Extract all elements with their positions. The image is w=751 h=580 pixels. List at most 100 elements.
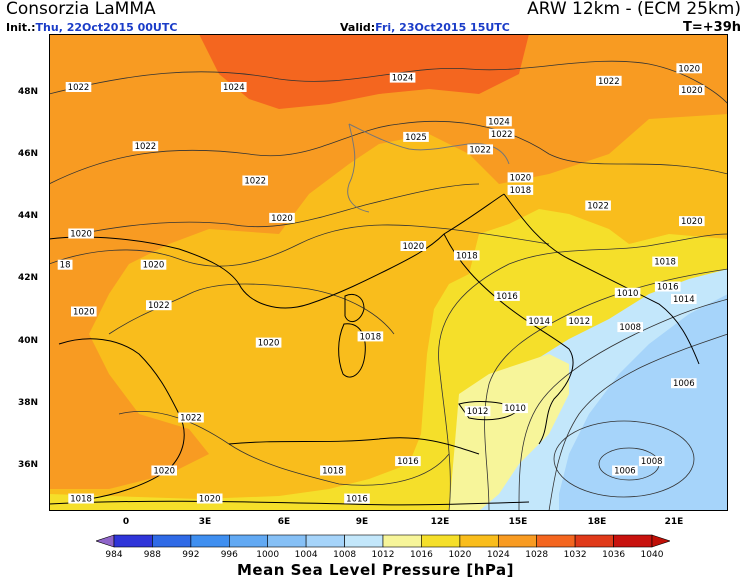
isobar-label-bg [671, 294, 697, 304]
isobar-label-text: 1008 [641, 457, 663, 467]
isobar-label-bg [146, 300, 172, 311]
isobar-label: 1022 [178, 412, 204, 424]
colorbar-swatch [421, 534, 461, 548]
isobar-label-text: 1012 [467, 407, 489, 417]
isobar-label-bg [486, 116, 512, 127]
isobar-label-text: 1006 [673, 379, 695, 389]
isobar-label-bg [617, 322, 643, 333]
isobar-label-bg [132, 141, 159, 152]
pressure-map: 1022 1024 1024 1022 1020 1020 1022 1022 1025 1024… [49, 34, 728, 511]
isobar-label-bg [57, 259, 73, 270]
isobar-label: 1010 [502, 403, 528, 414]
lat-label: 46N [18, 149, 39, 159]
isobar-label: 1020 [679, 216, 705, 227]
colorbar-level-label: 1012 [372, 550, 395, 560]
isobar-label-text: 1020 [678, 64, 700, 74]
isobar-label-bg [65, 82, 92, 92]
isobar-label-text: 1022 [68, 83, 90, 93]
colorbar-level-label: 984 [105, 550, 122, 560]
isobar-label-bg [676, 63, 702, 74]
isobar-label-text: 1016 [397, 457, 419, 467]
isobar-label-bg [400, 241, 427, 251]
forecast-hour: T=+39h [683, 20, 741, 35]
colorbar-swatch [229, 534, 269, 548]
isobar-label-text: 1010 [504, 404, 526, 414]
colorbar-level-label: 992 [182, 550, 199, 560]
colorbar-level-label: 1028 [525, 550, 548, 560]
isobar-label-text: 1018 [360, 332, 382, 342]
colorbar-level-label: 1000 [256, 550, 279, 560]
colorbar-labels: 984 988 992 996 1000 1004 1008 1012 1016 1020 1024… [105, 550, 663, 560]
isobars [49, 60, 728, 511]
isobar-label-bg [526, 315, 552, 326]
isobar-label-bg [596, 75, 622, 86]
isobar-label-bg [614, 287, 641, 298]
field-1024 [199, 34, 529, 109]
lon-label: 6E [277, 517, 291, 527]
colorbar-swatch [613, 534, 653, 548]
isobar-label-bg [269, 212, 295, 223]
isobar-label-bg [196, 493, 223, 504]
colorbar-level-label: 1024 [487, 550, 510, 560]
isobar-label-text: 1022 [587, 202, 609, 212]
isobar-label-bg [151, 465, 177, 476]
isobar-label-text: 1020 [271, 214, 293, 224]
isobar-label-text: 1016 [346, 495, 368, 505]
borders [347, 123, 510, 213]
isobar-label: 1010 [614, 287, 641, 299]
valid-value: Fri, 23Oct2015 15UTC [375, 21, 510, 34]
isobar-label: 1020 [151, 465, 177, 477]
isobar-label-bg [638, 456, 665, 467]
isobar-label-bg [507, 184, 534, 195]
lon-label: 9E [355, 517, 369, 527]
isobar-label-bg [71, 306, 97, 317]
isobar-label-text: 1022 [598, 77, 620, 87]
colorbar-level-label: 1032 [564, 550, 587, 560]
isobar-label-text: 1020 [258, 339, 280, 349]
isobar-label: 1016 [395, 456, 421, 467]
lon-label: 3E [198, 517, 212, 527]
isobar-label: 1018 [507, 184, 534, 196]
isobar-label-text: 1012 [568, 317, 590, 327]
isobar-label-text: 1018 [510, 186, 532, 196]
isobar-label-bg [255, 337, 282, 348]
isobar-label-bg [464, 406, 491, 417]
isobar-label: 1018 [652, 256, 678, 268]
isobar-label-text: 1022 [148, 301, 170, 311]
lat-label: 36N [18, 460, 39, 470]
map-border [49, 34, 728, 511]
isobar-label-text: 1020 [681, 217, 703, 227]
isobar-label-text: 1014 [673, 295, 695, 305]
isobar-label: 1024 [221, 82, 247, 93]
isobar-label-text: 1020 [681, 86, 703, 96]
lat-label: 38N [18, 398, 39, 408]
lon-label: 0 [122, 517, 130, 527]
isobar-label-bg [488, 128, 515, 139]
isobar-label-bg [140, 259, 167, 270]
isobar-label-text: 1020 [153, 467, 175, 477]
colorbar-swatch [497, 534, 537, 548]
isobar-label-text: 1022 [135, 142, 157, 152]
isobar-label: 1024 [389, 72, 416, 84]
colorbar-level-label: 1016 [410, 550, 433, 560]
isobar-label: 1012 [566, 315, 593, 327]
isobar-label-text: 1018 [322, 467, 344, 477]
colorbar-level-label: 1040 [641, 550, 664, 560]
isobar-label: 1016 [654, 281, 681, 293]
isobar-label: 1014 [526, 315, 552, 327]
isobar-label: 1020 [679, 85, 705, 96]
isobar-label: 1020 [676, 63, 702, 74]
isobar-label-bg [507, 172, 534, 183]
lat-label: 44N [18, 211, 39, 221]
lon-label: 12E [430, 517, 450, 527]
isobar-label-bg [242, 175, 268, 186]
colorbar-swatch [267, 534, 307, 548]
isobar-label-bg [679, 85, 705, 96]
init-label: Init.: [6, 21, 36, 34]
isobar-label: 1022 [467, 144, 493, 155]
isobar-label-text: 1020 [402, 242, 424, 252]
isobar-label-text: 1024 [392, 74, 414, 84]
coastlines [49, 193, 700, 506]
isobar-label-bg [612, 465, 638, 476]
isobar-label: 1006 [671, 378, 697, 389]
